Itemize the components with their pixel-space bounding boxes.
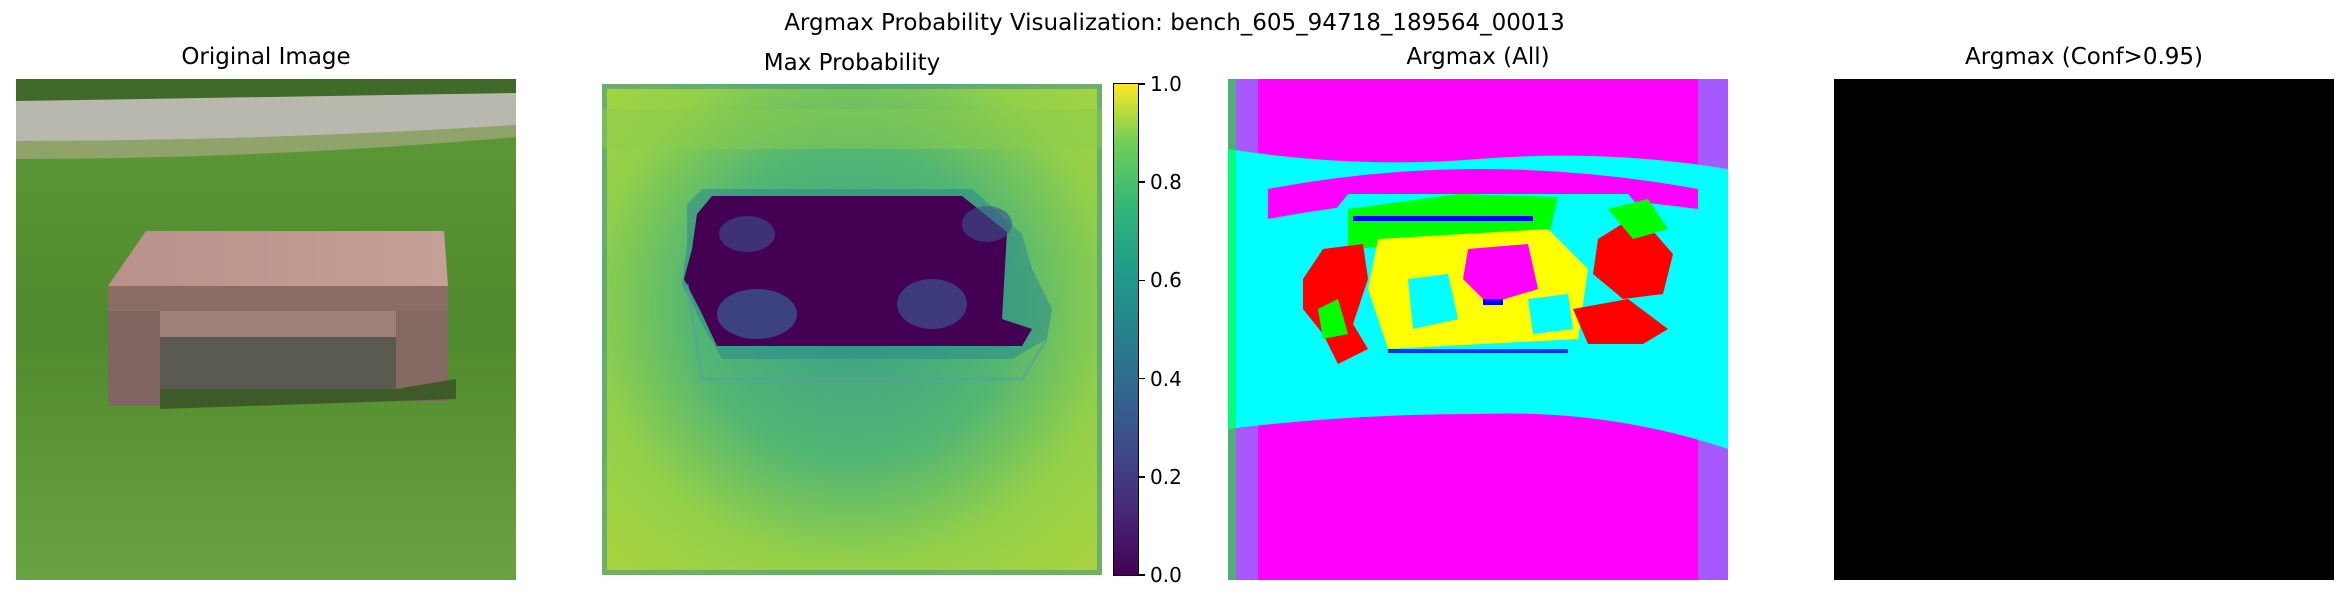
panel-title-argmax-conf: Argmax (Conf>0.95) (1964, 44, 2204, 70)
maxprob-heatmap (602, 84, 1102, 575)
colorbar-tick-label: 0.8 (1150, 170, 1182, 195)
colorbar-tick-label: 0.4 (1150, 366, 1182, 391)
argmax-all-map (1228, 79, 1728, 580)
colorbar-tick-mark (1138, 377, 1145, 380)
colorbar-tick-label: 0.0 (1150, 563, 1182, 587)
original-image (16, 79, 516, 580)
colorbar-tick-label: 0.2 (1150, 464, 1182, 489)
colorbar (1113, 83, 1139, 576)
panel-title-argmax-all: Argmax (All) (1406, 44, 1550, 70)
colorbar-tick-mark (1138, 476, 1145, 478)
argmax-conf-map (1834, 79, 2334, 580)
panel-title-maxprob: Max Probability (763, 50, 941, 76)
panel-title-original: Original Image (181, 44, 351, 70)
colorbar-tick-label: 0.6 (1150, 268, 1182, 293)
colorbar-tick-mark (1138, 83, 1145, 85)
colorbar-tick-mark (1138, 279, 1145, 282)
figure-title: Argmax Probability Visualization: bench_… (784, 10, 1565, 36)
colorbar-tick-mark (1138, 181, 1145, 183)
colorbar-tick-label: 1.0 (1150, 72, 1182, 96)
colorbar-tick-mark (1138, 574, 1145, 576)
